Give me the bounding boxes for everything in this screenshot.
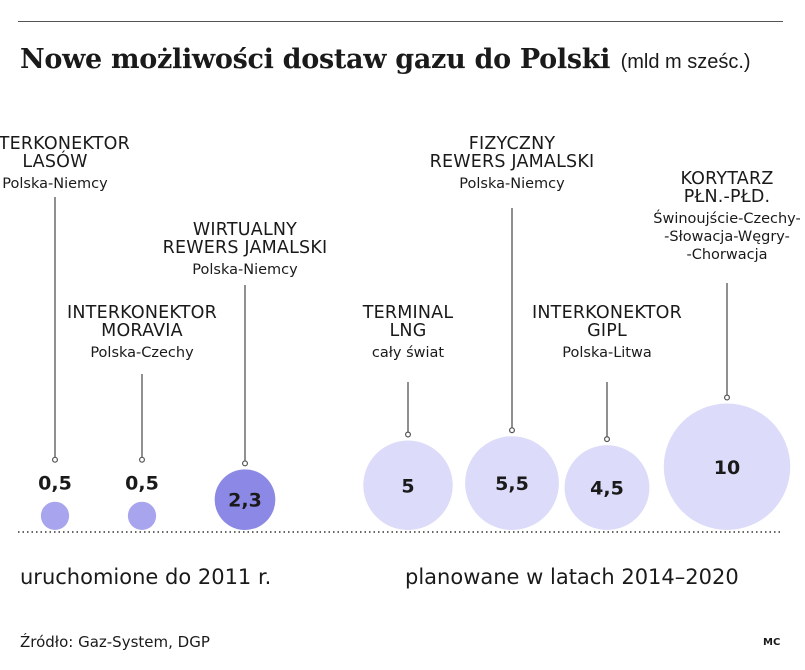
bubble bbox=[663, 403, 791, 530]
leader-dot bbox=[405, 431, 412, 438]
label-name: REWERS JAMALSKI bbox=[162, 238, 328, 259]
author-credit: MC bbox=[763, 637, 781, 648]
label-route: Polska-Litwa bbox=[562, 344, 652, 361]
chart-title: Nowe możliwości dostaw gazu do Polski (m… bbox=[20, 44, 751, 75]
bubble-label: WIRTUALNY REWERS JAMALSKI Polska-Niemcy bbox=[163, 221, 328, 279]
value-label: 0,5 bbox=[125, 473, 159, 495]
label-name: TERMINAL bbox=[362, 303, 454, 323]
label-route: Świnoujście-Czechy- -Słowacja-Węgry- -Chor… bbox=[653, 210, 801, 263]
label-name: REWERS JAMALSKI bbox=[429, 152, 595, 173]
bubble-label: FIZYCZNY REWERS JAMALSKI Polska-Niemcy bbox=[430, 135, 595, 193]
leader-dot bbox=[242, 460, 249, 467]
bubble bbox=[214, 469, 276, 530]
source-note: Źródło: Gaz-System, DGP bbox=[20, 633, 210, 651]
value-label: 10 bbox=[714, 457, 740, 479]
bubble bbox=[564, 445, 650, 530]
bubble-label: TERMINAL LNG cały świat bbox=[363, 304, 454, 362]
leader-dot bbox=[51, 456, 58, 463]
bubble bbox=[40, 501, 70, 530]
label-name: MORAVIA bbox=[101, 321, 183, 342]
label-name: INTERKONEKTOR bbox=[532, 303, 682, 323]
bubble-label: INTERKONEKTOR MORAVIA Polska-Czechy bbox=[67, 304, 217, 362]
group-label-planned: planowane w latach 2014–2020 bbox=[405, 565, 739, 589]
bubble bbox=[465, 436, 559, 530]
bubble bbox=[127, 501, 157, 530]
title-unit: (mld m sześc.) bbox=[620, 51, 751, 73]
leader-dot bbox=[139, 456, 146, 463]
label-route: cały świat bbox=[371, 344, 445, 361]
label-route: Polska-Niemcy bbox=[459, 175, 565, 192]
label-route: Polska-Czechy bbox=[90, 344, 194, 361]
bubble-label: INTERKONEKTORLASÓW Polska-Niemcy bbox=[0, 135, 130, 193]
label-name: INTERKONEKTOR bbox=[67, 303, 217, 323]
label-name: FIZYCZNY bbox=[468, 134, 556, 154]
label-name: WIRTUALNY bbox=[192, 220, 298, 240]
group-label-existing: uruchomione do 2011 r. bbox=[20, 565, 272, 589]
leader-dot bbox=[723, 394, 730, 401]
label-name: GIPL bbox=[587, 321, 627, 342]
bubble bbox=[363, 440, 453, 530]
value-label: 2,3 bbox=[228, 490, 262, 512]
label-name: LNG bbox=[389, 321, 427, 342]
leader-dot bbox=[603, 436, 610, 443]
label-name: KORYTARZ bbox=[680, 169, 774, 189]
top-rule bbox=[18, 21, 783, 22]
value-label: 5,5 bbox=[495, 473, 529, 495]
title-text: Nowe możliwości dostaw gazu do Polski bbox=[20, 44, 611, 75]
label-route: Polska-Niemcy bbox=[2, 175, 108, 192]
label-route: Polska-Niemcy bbox=[192, 261, 298, 278]
value-label: 0,5 bbox=[38, 473, 72, 495]
label-name: LASÓW bbox=[22, 152, 88, 173]
bubble-label: KORYTARZ PŁN.-PŁD. Świnoujście-Czechy- -Sło… bbox=[653, 170, 800, 264]
bubble-label: INTERKONEKTOR GIPL Polska-Litwa bbox=[532, 304, 682, 362]
label-name: PŁN.-PŁD. bbox=[683, 187, 771, 208]
value-label: 4,5 bbox=[590, 478, 624, 500]
leader-dot bbox=[509, 427, 516, 434]
label-name: INTERKONEKTOR bbox=[0, 134, 130, 154]
value-label: 5 bbox=[401, 475, 414, 497]
